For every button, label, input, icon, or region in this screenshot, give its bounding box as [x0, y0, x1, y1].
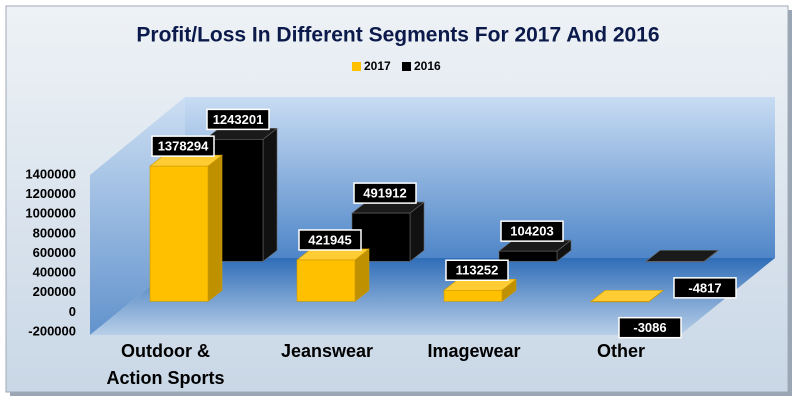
bar — [498, 250, 558, 262]
back-wall — [185, 97, 775, 258]
y-tick-label: 800000 — [33, 225, 76, 240]
data-label-box — [298, 229, 362, 251]
bar-side — [262, 127, 278, 262]
bar — [645, 261, 705, 263]
y-tick-label: -200000 — [28, 323, 76, 338]
y-tick-label: 600000 — [33, 245, 76, 260]
y-tick-label: 1400000 — [25, 166, 76, 181]
data-label: 113252 — [456, 263, 499, 278]
data-label: 104203 — [510, 224, 553, 239]
data-label: 421945 — [308, 232, 351, 247]
x-tick-label: Jeanswear — [280, 341, 374, 361]
x-tick-label: Outdoor & Action Sports — [106, 341, 225, 388]
bar — [296, 259, 356, 302]
legend-swatch — [352, 62, 361, 71]
data-label-box — [151, 135, 215, 157]
legend-swatch — [402, 62, 411, 71]
data-label-box — [445, 259, 509, 282]
data-label: 1378294 — [158, 139, 209, 154]
y-tick-label: 400000 — [33, 265, 76, 280]
y-tick-label: 200000 — [33, 284, 76, 299]
data-label-box — [206, 108, 270, 131]
y-tick-label: 1000000 — [25, 206, 76, 221]
data-label-box — [500, 220, 564, 242]
y-tick-label: 0 — [69, 304, 76, 319]
x-tick-label: Other — [596, 341, 645, 361]
legend-label: 2016 — [414, 59, 441, 73]
data-label-box — [618, 316, 682, 339]
legend-label: 2017 — [364, 59, 391, 73]
y-tick-label: 1200000 — [25, 186, 76, 201]
data-label: -3086 — [633, 320, 666, 335]
data-label: 1243201 — [213, 112, 264, 127]
bar — [590, 301, 650, 303]
x-tick-label: Imagewear — [427, 341, 521, 361]
bar — [443, 289, 503, 302]
data-label: -4817 — [688, 280, 721, 295]
data-label: 491912 — [363, 186, 406, 201]
floor — [90, 258, 775, 335]
bar — [149, 165, 209, 302]
bar-side — [207, 154, 223, 302]
data-label-box — [353, 182, 417, 204]
chart-title: Profit/Loss In Different Segments For 20… — [136, 24, 659, 47]
data-label-box — [673, 277, 737, 299]
